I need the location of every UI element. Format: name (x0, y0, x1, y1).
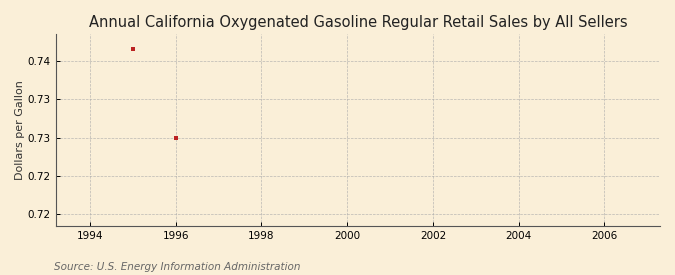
Text: Source: U.S. Energy Information Administration: Source: U.S. Energy Information Administ… (54, 262, 300, 272)
Title: Annual California Oxygenated Gasoline Regular Retail Sales by All Sellers: Annual California Oxygenated Gasoline Re… (88, 15, 627, 30)
Y-axis label: Dollars per Gallon: Dollars per Gallon (15, 80, 25, 180)
